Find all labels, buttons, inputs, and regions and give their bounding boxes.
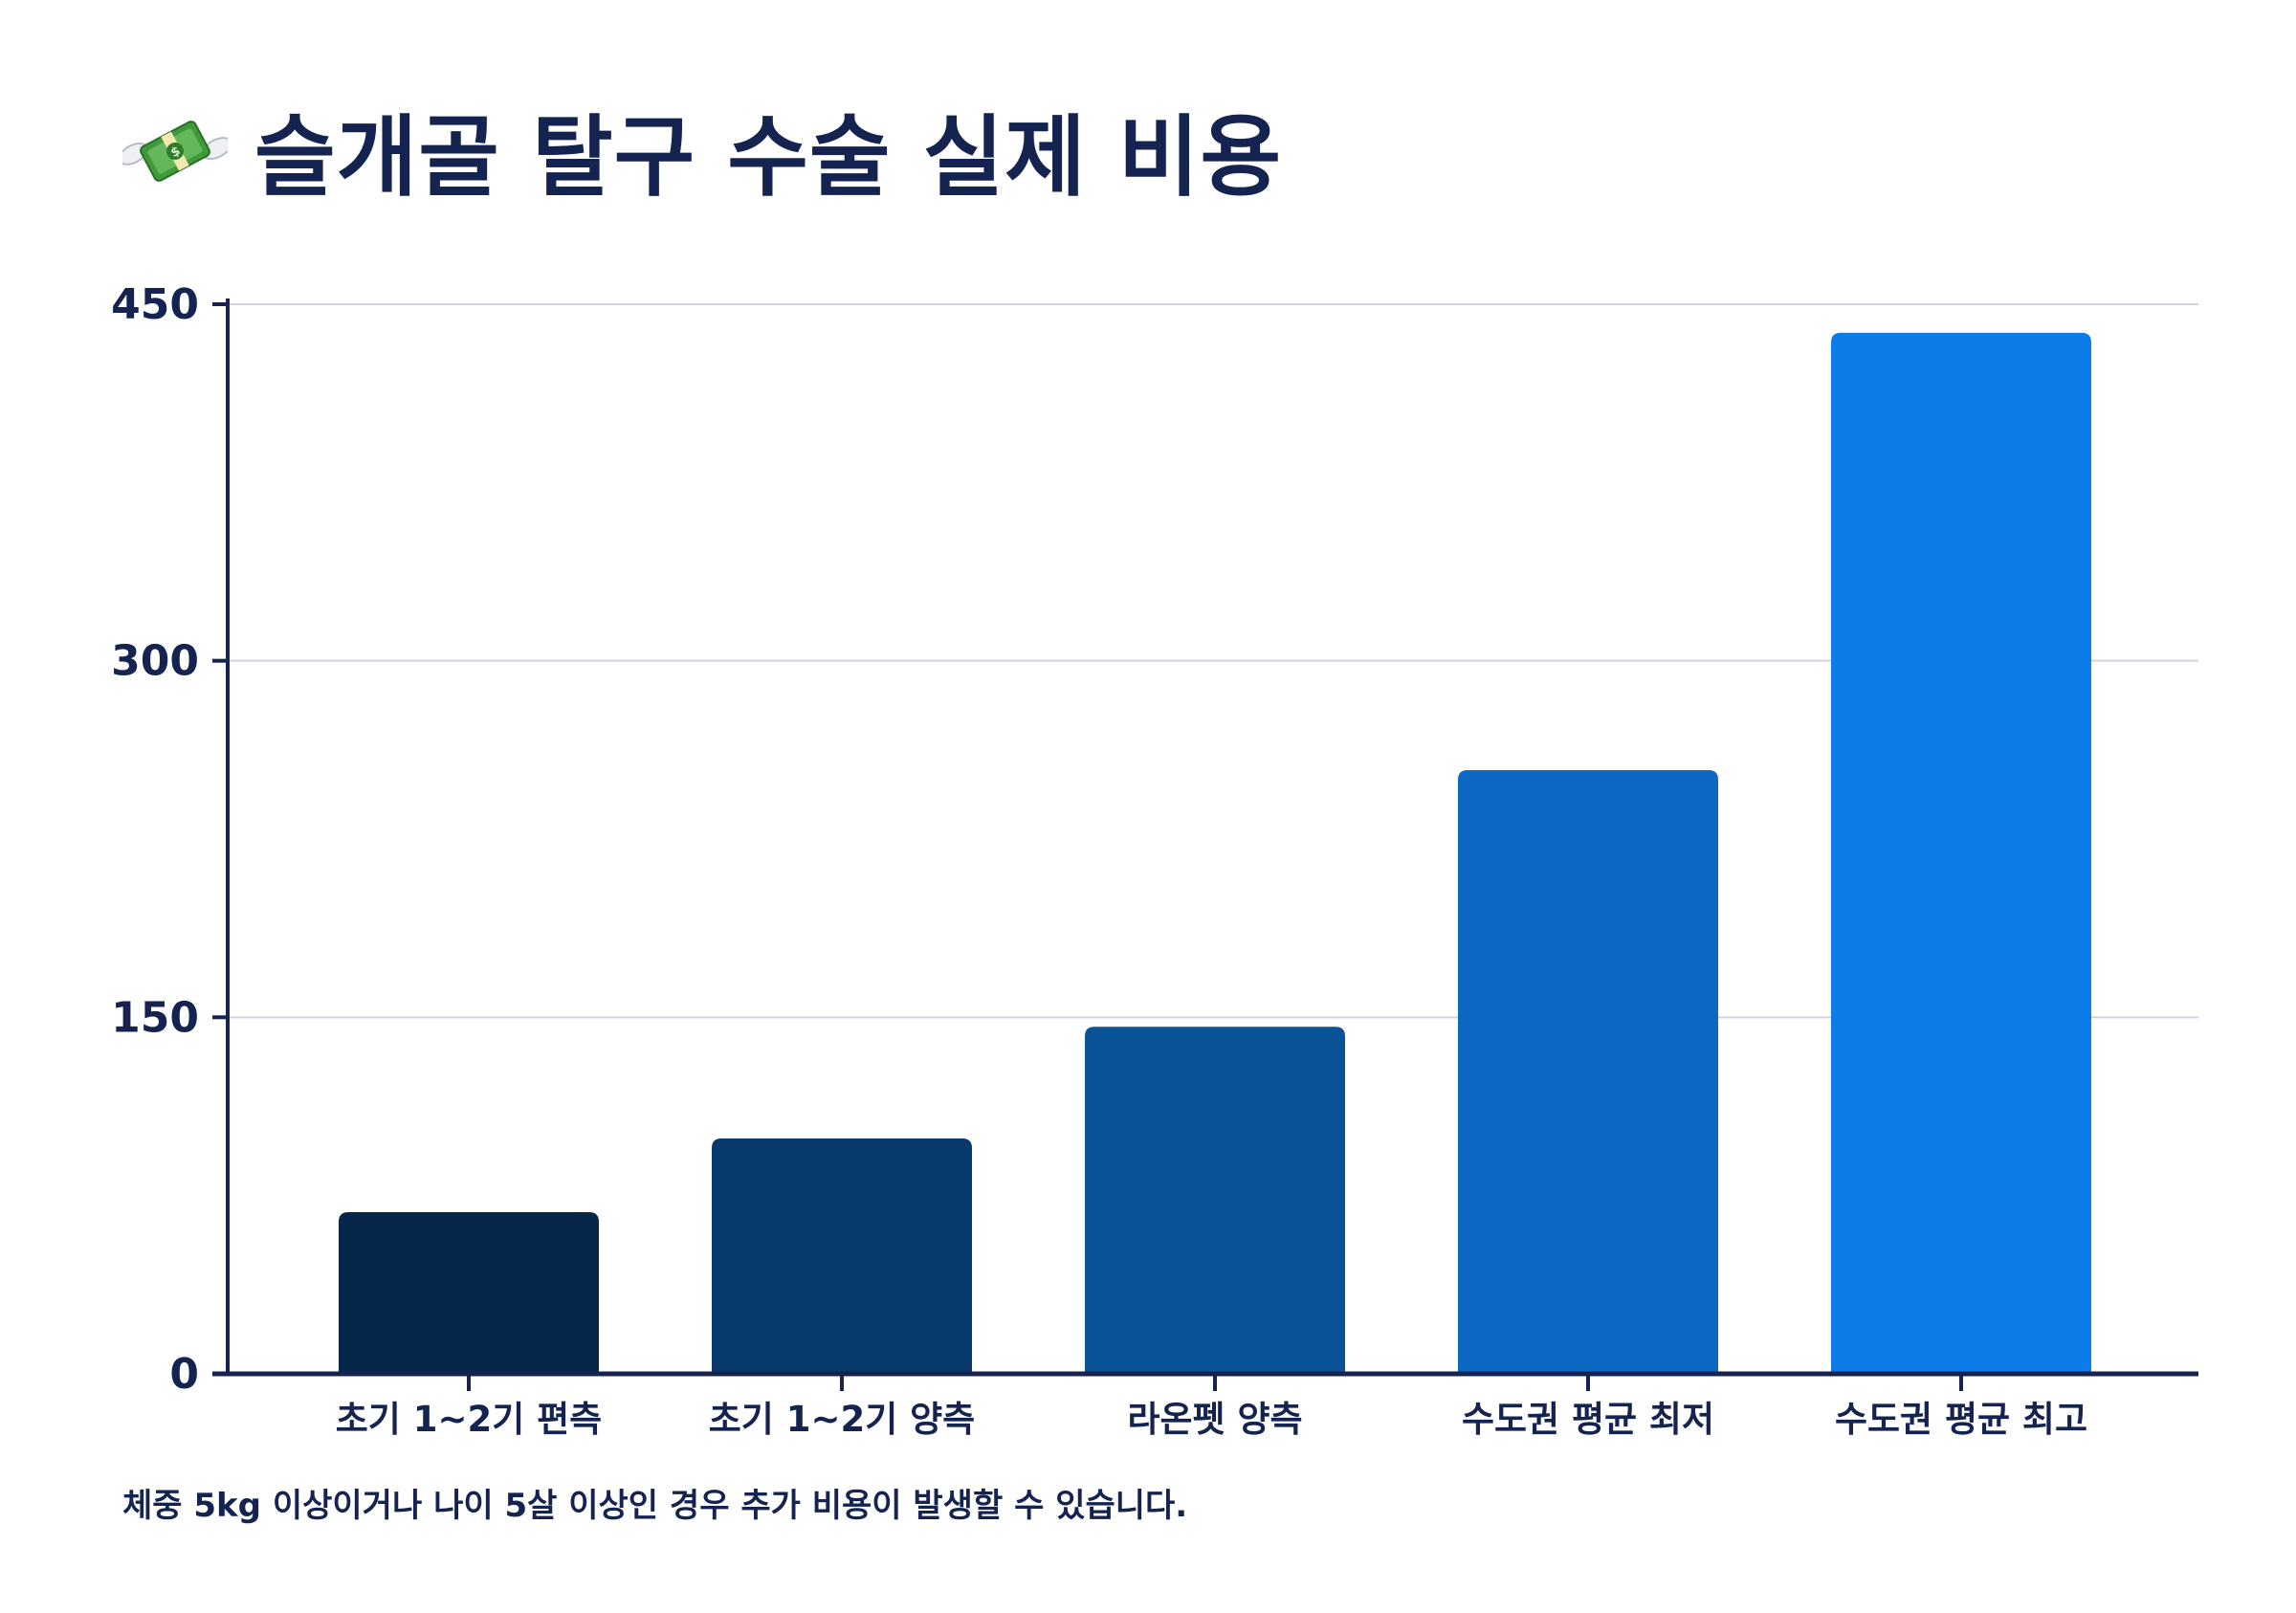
money-with-wings-icon: $ bbox=[122, 121, 228, 182]
bar bbox=[1085, 1027, 1345, 1374]
bar bbox=[339, 1212, 599, 1374]
bar bbox=[1458, 769, 1718, 1374]
labels: 0 150 300 450 초기 1~2기 편측 초기 1~2기 양측 라온펫 양측 수도권 … bbox=[111, 280, 2087, 1440]
bars bbox=[339, 332, 2091, 1374]
x-tick-label: 수도권 평균 최고 bbox=[1835, 1399, 2087, 1440]
page-title: 슬개골 탈구 수술 실제 비용 bbox=[254, 105, 1283, 209]
y-tick-label: 0 bbox=[169, 1350, 199, 1399]
y-tick-label: 150 bbox=[111, 993, 199, 1042]
footnote: 체중 5kg 이상이거나 나이 5살 이상인 경우 추가 비용이 발생할 수 있… bbox=[122, 1487, 1188, 1525]
x-tick-label: 라온펫 양측 bbox=[1127, 1399, 1302, 1440]
x-tick-label: 초기 1~2기 편측 bbox=[336, 1399, 602, 1440]
y-tick-label: 300 bbox=[111, 637, 199, 686]
bar bbox=[712, 1138, 972, 1374]
y-tick-label: 450 bbox=[111, 280, 199, 329]
x-tick-label: 수도권 평균 최저 bbox=[1462, 1399, 1714, 1440]
chart-title: $ 슬개골 탈구 수술 실제 비용 bbox=[122, 92, 1282, 209]
x-tick-label: 초기 1~2기 양측 bbox=[709, 1399, 975, 1440]
axes bbox=[212, 298, 2198, 1391]
bar bbox=[1831, 332, 2091, 1374]
